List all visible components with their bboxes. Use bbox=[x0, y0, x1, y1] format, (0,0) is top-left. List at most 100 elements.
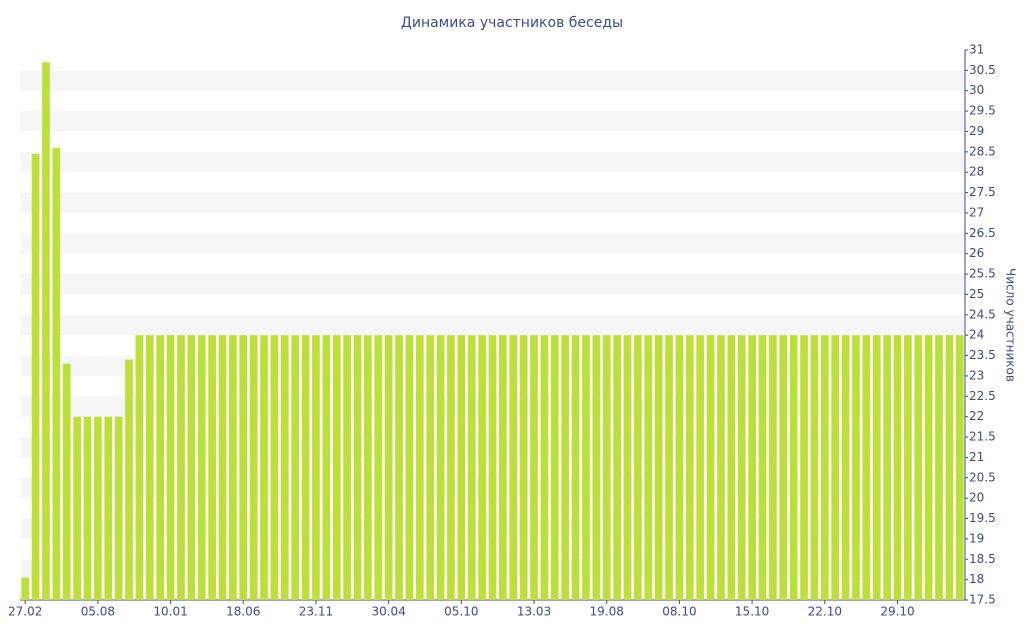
y-tick-label: 29.5 bbox=[969, 104, 996, 118]
y-tick-label: 30.5 bbox=[969, 63, 996, 77]
x-tick-label: 27.02 bbox=[8, 605, 42, 619]
y-tick-label: 26 bbox=[969, 246, 984, 260]
bar bbox=[571, 335, 580, 600]
bar bbox=[280, 335, 289, 600]
y-tick-label: 30 bbox=[969, 83, 984, 97]
bar bbox=[467, 335, 476, 600]
y-tick-label: 29 bbox=[969, 124, 984, 138]
y-tick-label: 20.5 bbox=[969, 470, 996, 484]
bar bbox=[125, 359, 133, 600]
bar bbox=[945, 335, 954, 600]
x-tick-label: 22.10 bbox=[808, 605, 842, 619]
bar bbox=[229, 335, 237, 600]
bar bbox=[779, 335, 788, 600]
y-tick-label: 27.5 bbox=[969, 185, 996, 199]
bar bbox=[239, 335, 248, 600]
bar bbox=[197, 335, 206, 600]
grid-band bbox=[20, 192, 965, 213]
y-tick-label: 18 bbox=[969, 572, 984, 586]
bar bbox=[685, 335, 694, 600]
bar bbox=[343, 335, 351, 600]
bar bbox=[166, 335, 175, 600]
y-tick-label: 19.5 bbox=[969, 511, 996, 525]
y-tick-label: 28.5 bbox=[969, 144, 996, 158]
bar bbox=[810, 335, 819, 600]
bar bbox=[249, 335, 258, 600]
y-tick-label: 21.5 bbox=[969, 430, 996, 444]
y-tick-label: 17.5 bbox=[969, 593, 996, 607]
bar bbox=[395, 335, 403, 600]
bar bbox=[426, 335, 435, 600]
bar bbox=[540, 335, 549, 600]
bar bbox=[623, 335, 632, 600]
y-tick-label: 22.5 bbox=[969, 389, 996, 403]
x-tick-label: 13.03 bbox=[517, 605, 551, 619]
bar bbox=[488, 335, 497, 600]
bar bbox=[83, 416, 92, 600]
bar bbox=[509, 335, 518, 600]
bar bbox=[62, 363, 71, 600]
x-tick-label: 18.06 bbox=[226, 605, 260, 619]
bar bbox=[21, 577, 30, 600]
bar bbox=[104, 416, 113, 600]
bar bbox=[665, 335, 673, 600]
bar bbox=[530, 335, 538, 600]
bar bbox=[301, 335, 310, 600]
bar bbox=[332, 335, 341, 600]
bar bbox=[748, 335, 756, 600]
grid-band bbox=[20, 111, 965, 132]
bar bbox=[872, 335, 881, 600]
bar bbox=[893, 335, 902, 600]
bar bbox=[717, 335, 725, 600]
grid-band bbox=[20, 274, 965, 295]
bar bbox=[374, 335, 383, 600]
bar bbox=[187, 335, 196, 600]
y-tick-label: 22 bbox=[969, 409, 984, 423]
bar bbox=[831, 335, 840, 600]
bar bbox=[322, 335, 331, 600]
bar bbox=[644, 335, 653, 600]
bar bbox=[364, 335, 372, 600]
bar bbox=[883, 335, 891, 600]
bar bbox=[675, 335, 684, 600]
y-tick-label: 25.5 bbox=[969, 267, 996, 281]
x-tick-label: 15.10 bbox=[735, 605, 769, 619]
bar bbox=[935, 335, 943, 600]
bar bbox=[613, 335, 621, 600]
y-tick-label: 20 bbox=[969, 491, 984, 505]
bar bbox=[312, 335, 320, 600]
y-axis-label: Число участников bbox=[1004, 268, 1018, 382]
bar bbox=[384, 335, 393, 600]
x-tick-label: 30.04 bbox=[371, 605, 405, 619]
bar bbox=[415, 335, 424, 600]
bar bbox=[145, 335, 154, 600]
y-tick-label: 24.5 bbox=[969, 307, 996, 321]
bar bbox=[94, 416, 102, 600]
bar bbox=[789, 335, 798, 600]
bar bbox=[135, 335, 144, 600]
bar bbox=[852, 335, 860, 600]
y-tick-label: 28 bbox=[969, 165, 984, 179]
y-tick-label: 31 bbox=[969, 43, 984, 57]
x-tick-label: 05.10 bbox=[444, 605, 478, 619]
bar bbox=[42, 62, 50, 600]
bar bbox=[696, 335, 705, 600]
grid-band bbox=[20, 70, 965, 91]
bar bbox=[841, 335, 850, 600]
x-tick-label: 29.10 bbox=[880, 605, 914, 619]
y-tick-label: 26.5 bbox=[969, 226, 996, 240]
bar bbox=[634, 335, 642, 600]
grid-band bbox=[20, 233, 965, 254]
bar bbox=[457, 335, 466, 600]
bar bbox=[758, 335, 767, 600]
bar bbox=[914, 335, 923, 600]
bar bbox=[800, 335, 808, 600]
bar bbox=[706, 335, 715, 600]
grid-band bbox=[20, 151, 965, 173]
y-tick-label: 24 bbox=[969, 328, 984, 342]
bar bbox=[291, 335, 300, 600]
bar bbox=[208, 335, 216, 600]
bar bbox=[353, 335, 362, 600]
bar bbox=[177, 335, 185, 600]
